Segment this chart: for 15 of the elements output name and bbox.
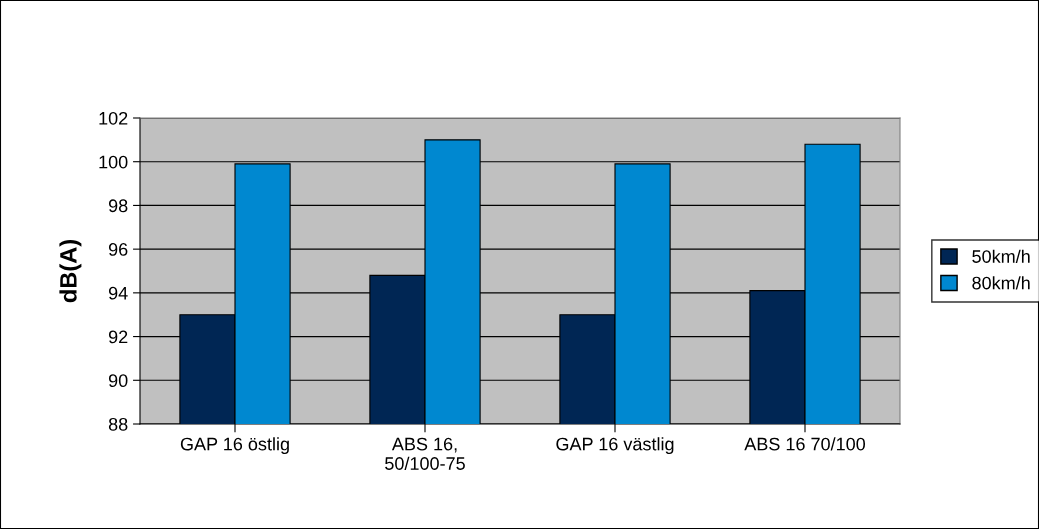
x-tick-label: ABS 16, 50/100-75: [385, 437, 465, 470]
y-tick-label: 102: [99, 111, 128, 125]
x-tick-label: ABS 16 70/100: [744, 437, 866, 451]
y-tick-label: 90: [108, 374, 128, 388]
y-tick-label: 100: [99, 155, 128, 169]
x-tick-label: GAP 16 östlig: [180, 437, 289, 455]
legend-label: 50km/h: [972, 249, 1030, 263]
y-tick-label: 94: [108, 286, 128, 300]
x-tick-label: GAP 16 västlig: [556, 437, 674, 455]
y-tick-label: 92: [108, 330, 128, 344]
legend-label: 80km/h: [972, 276, 1030, 290]
y-tick-label: 88: [108, 417, 128, 431]
y-axis-title: dB(A): [59, 240, 82, 303]
y-tick-label: 98: [108, 199, 128, 213]
y-tick-label: 96: [108, 243, 128, 256]
